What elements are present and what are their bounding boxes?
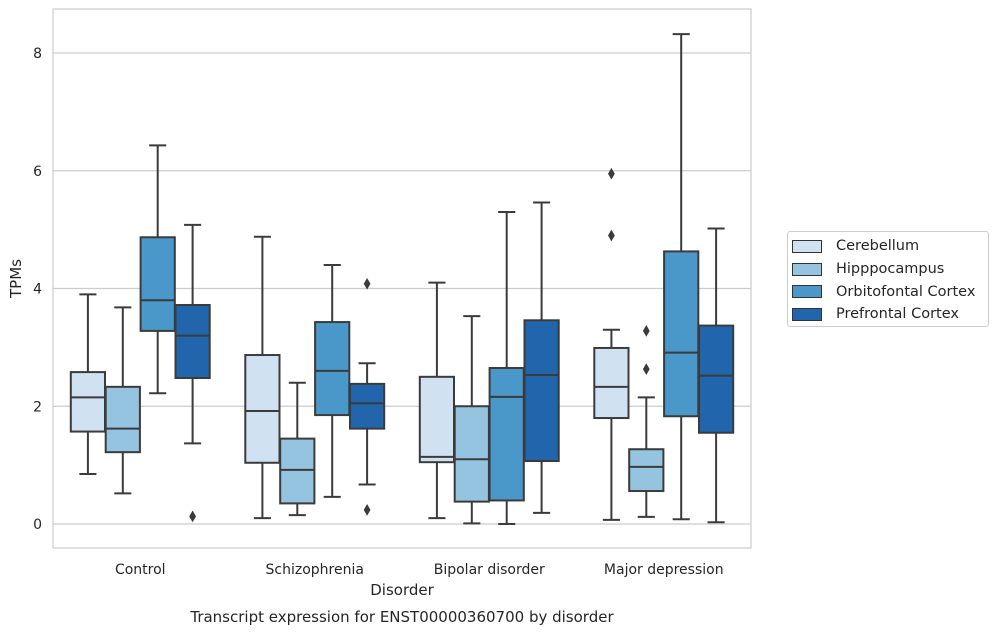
legend-label: Hipppocampus	[836, 261, 945, 278]
y-tick-labels: 0 2 4 6 8	[33, 46, 42, 533]
iqr-box	[314, 321, 351, 417]
x-tick-label: Control	[115, 562, 166, 578]
iqr-box	[174, 303, 211, 379]
legend-item: Orbitofontal Cortex	[792, 280, 988, 303]
box-hipppocampus	[104, 306, 141, 495]
legend-swatch	[792, 307, 822, 321]
legend-item: Prefrontal Cortex	[792, 303, 988, 326]
legend-label: Prefrontal Cortex	[836, 306, 959, 323]
y-tick-label: 4	[33, 282, 42, 298]
chart-title: Transcript expression for ENST0000036070…	[189, 608, 614, 626]
x-tick-label: Schizophrenia	[266, 562, 364, 578]
x-tick-label: Bipolar disorder	[434, 562, 545, 578]
legend-label: Orbitofontal Cortex	[836, 283, 976, 300]
y-tick-label: 2	[33, 399, 42, 415]
box-hipppocampus	[628, 325, 665, 518]
boxes-group	[69, 33, 735, 525]
box-cerebellum	[69, 293, 107, 475]
box-cerebellum	[244, 235, 281, 520]
outlier-point	[642, 325, 650, 337]
iqr-box	[69, 371, 107, 433]
box-prefrontal-cortex	[697, 227, 735, 524]
outlier-point	[608, 229, 615, 242]
box-orbitofontal-cortex	[139, 144, 176, 395]
iqr-box	[139, 236, 176, 332]
outlier-point	[608, 167, 615, 180]
outlier-point	[642, 363, 650, 376]
x-axis-label: Disorder	[370, 581, 434, 599]
box-cerebellum	[593, 167, 630, 521]
box-prefrontal-cortex	[174, 223, 211, 523]
box-cerebellum	[418, 281, 456, 520]
y-tick-label: 6	[33, 164, 42, 180]
box-orbitofontal-cortex	[314, 263, 351, 498]
iqr-box	[244, 354, 281, 464]
box-hipppocampus	[279, 381, 316, 517]
iqr-box	[697, 324, 735, 434]
legend-item: Cerebellum	[792, 235, 988, 258]
iqr-box	[104, 385, 141, 454]
iqr-box	[279, 437, 316, 505]
iqr-box	[628, 448, 665, 493]
iqr-box	[663, 250, 700, 418]
iqr-box	[523, 319, 560, 463]
legend-item: Hipppocampus	[792, 258, 988, 281]
legend-label: Cerebellum	[836, 238, 920, 255]
outlier-point	[363, 504, 371, 516]
box-prefrontal-cortex	[348, 277, 386, 516]
outlier-point	[189, 510, 196, 523]
x-tick-labels: Control Schizophrenia Bipolar disorder Majo…	[115, 562, 724, 578]
legend-swatch	[792, 262, 822, 276]
iqr-box	[488, 366, 525, 502]
legend: Cerebellum Hipppocampus Orbitofontal Corte…	[787, 231, 989, 327]
y-tick-label: 0	[33, 517, 42, 533]
y-tick-label: 8	[33, 46, 42, 62]
box-hipppocampus	[453, 315, 490, 525]
iqr-box	[348, 382, 386, 430]
outlier-point	[363, 277, 371, 290]
x-tick-label: Major depression	[604, 562, 724, 578]
y-axis-label: TPMs	[7, 259, 25, 299]
iqr-box	[593, 346, 630, 420]
legend-swatch	[792, 239, 822, 253]
iqr-box	[418, 375, 456, 464]
box-orbitofontal-cortex	[663, 33, 700, 521]
legend-swatch	[792, 285, 822, 299]
box-prefrontal-cortex	[523, 201, 560, 514]
iqr-box	[453, 405, 490, 503]
box-orbitofontal-cortex	[488, 210, 525, 525]
